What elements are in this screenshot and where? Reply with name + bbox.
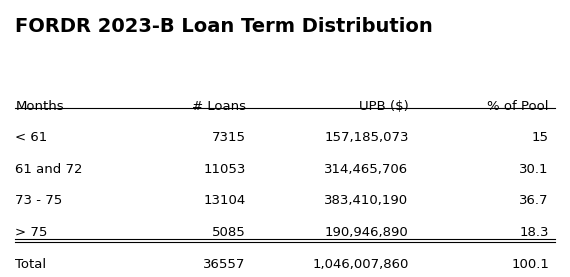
Text: 157,185,073: 157,185,073: [324, 131, 409, 144]
Text: 36.7: 36.7: [519, 194, 549, 207]
Text: 5085: 5085: [212, 225, 246, 238]
Text: 314,465,706: 314,465,706: [324, 163, 409, 176]
Text: 61 and 72: 61 and 72: [15, 163, 83, 176]
Text: 18.3: 18.3: [519, 225, 549, 238]
Text: Total: Total: [15, 258, 47, 271]
Text: 383,410,190: 383,410,190: [324, 194, 409, 207]
Text: 1,046,007,860: 1,046,007,860: [312, 258, 409, 271]
Text: Months: Months: [15, 100, 64, 113]
Text: 30.1: 30.1: [519, 163, 549, 176]
Text: UPB ($): UPB ($): [359, 100, 409, 113]
Text: 11053: 11053: [203, 163, 246, 176]
Text: 36557: 36557: [203, 258, 246, 271]
Text: > 75: > 75: [15, 225, 48, 238]
Text: # Loans: # Loans: [192, 100, 246, 113]
Text: FORDR 2023-B Loan Term Distribution: FORDR 2023-B Loan Term Distribution: [15, 17, 433, 36]
Text: % of Pool: % of Pool: [487, 100, 549, 113]
Text: < 61: < 61: [15, 131, 48, 144]
Text: 190,946,890: 190,946,890: [325, 225, 409, 238]
Text: 7315: 7315: [211, 131, 246, 144]
Text: 13104: 13104: [203, 194, 246, 207]
Text: 100.1: 100.1: [511, 258, 549, 271]
Text: 15: 15: [532, 131, 549, 144]
Text: 73 - 75: 73 - 75: [15, 194, 63, 207]
